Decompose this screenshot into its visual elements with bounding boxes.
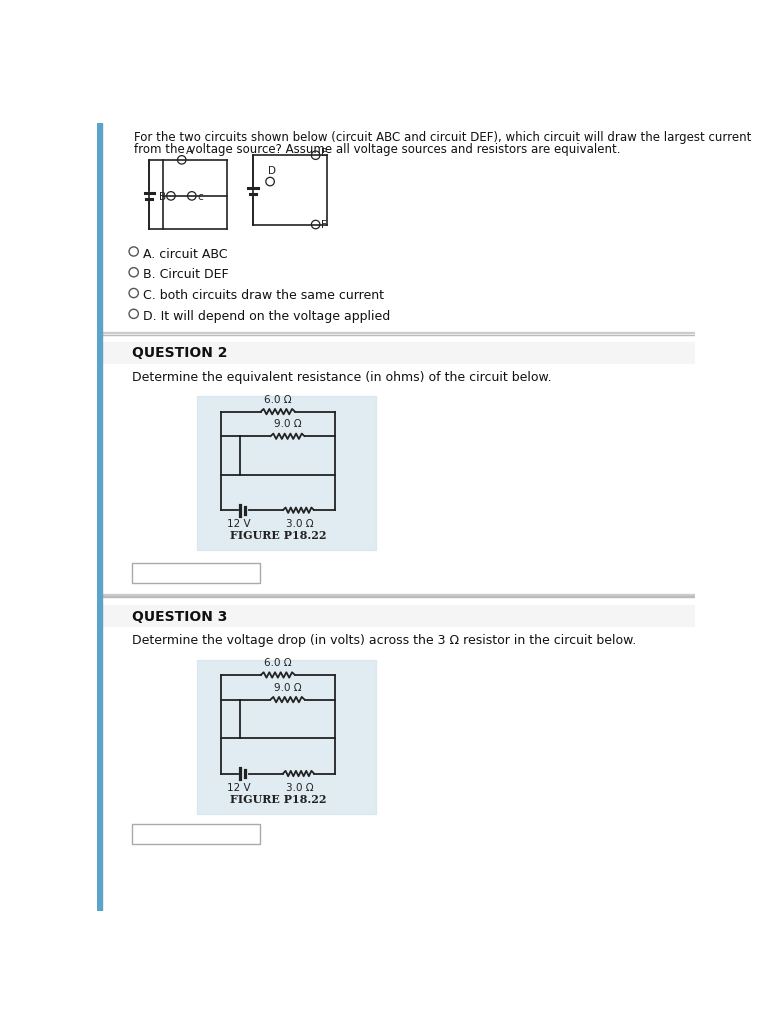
Text: 12 V: 12 V	[226, 782, 250, 793]
Bar	[96, 123, 102, 911]
Text: 6.0 Ω: 6.0 Ω	[264, 394, 292, 404]
Text: QUESTION 2: QUESTION 2	[132, 346, 228, 360]
Text: E: E	[321, 147, 327, 158]
Text: c: c	[198, 193, 203, 203]
Text: D. It will depend on the voltage applied: D. It will depend on the voltage applied	[143, 310, 391, 323]
Text: FIGURE P18.22: FIGURE P18.22	[229, 530, 326, 542]
Bar	[102, 594, 695, 595]
Text: 9.0 Ω: 9.0 Ω	[274, 683, 301, 692]
Text: 12 V: 12 V	[226, 519, 250, 529]
Text: B: B	[159, 193, 166, 203]
Text: 9.0 Ω: 9.0 Ω	[274, 420, 301, 429]
Text: For the two circuits shown below (circuit ABC and circuit DEF), which circuit wi: For the two circuits shown below (circui…	[134, 131, 751, 143]
Bar	[198, 659, 375, 814]
FancyBboxPatch shape	[132, 563, 260, 584]
Text: D: D	[268, 166, 276, 176]
Text: FIGURE P18.22: FIGURE P18.22	[229, 794, 326, 805]
Bar	[102, 333, 695, 334]
Text: C. both circuits draw the same current: C. both circuits draw the same current	[143, 289, 384, 302]
Text: 3.0 Ω: 3.0 Ω	[286, 519, 314, 529]
Text: A. circuit ABC: A. circuit ABC	[143, 248, 228, 261]
Text: Determine the voltage drop (in volts) across the 3 Ω resistor in the circuit bel: Determine the voltage drop (in volts) ac…	[132, 634, 636, 647]
Bar	[102, 605, 695, 627]
Bar	[102, 342, 695, 364]
Text: 3.0 Ω: 3.0 Ω	[286, 782, 314, 793]
Bar	[198, 396, 375, 550]
Text: F: F	[321, 219, 327, 229]
Text: from the voltage source? Assume all voltage sources and resistors are equivalent: from the voltage source? Assume all volt…	[134, 143, 620, 156]
Text: A: A	[186, 146, 194, 156]
Text: QUESTION 3: QUESTION 3	[132, 609, 228, 624]
Text: Determine the equivalent resistance (in ohms) of the circuit below.: Determine the equivalent resistance (in …	[132, 371, 552, 384]
Text: B. Circuit DEF: B. Circuit DEF	[143, 268, 229, 282]
FancyBboxPatch shape	[132, 823, 260, 844]
Text: 6.0 Ω: 6.0 Ω	[264, 658, 292, 668]
